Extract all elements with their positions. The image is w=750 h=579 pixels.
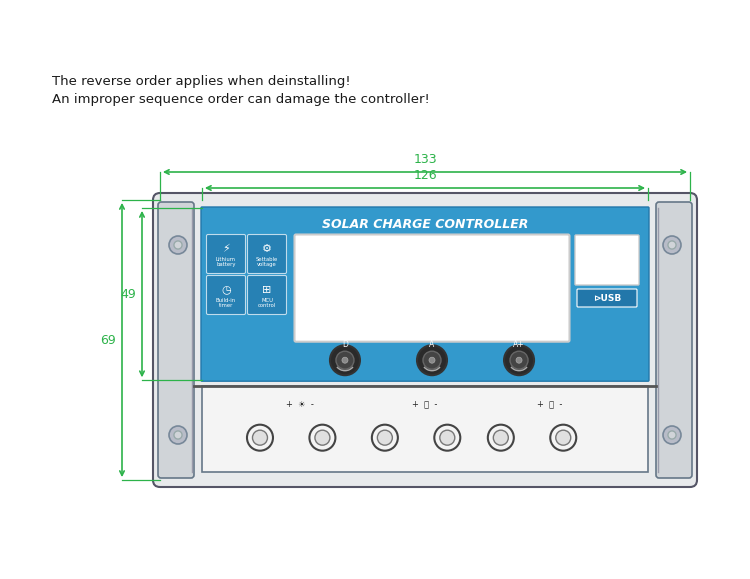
Text: A: A (429, 340, 435, 349)
Text: ⚡: ⚡ (222, 244, 230, 254)
Circle shape (247, 424, 273, 450)
Text: ⚙: ⚙ (262, 244, 272, 254)
Text: ⊳USB: ⊳USB (592, 294, 621, 302)
Circle shape (550, 424, 576, 450)
Circle shape (556, 430, 571, 445)
Circle shape (336, 351, 354, 369)
Circle shape (377, 430, 392, 445)
Circle shape (668, 241, 676, 249)
Circle shape (429, 357, 435, 363)
Circle shape (169, 426, 187, 444)
FancyBboxPatch shape (295, 234, 569, 342)
FancyBboxPatch shape (248, 276, 286, 314)
Text: Lithium
battery: Lithium battery (216, 256, 236, 267)
Text: A+: A+ (513, 340, 525, 349)
Circle shape (504, 345, 534, 375)
Circle shape (510, 351, 528, 369)
Text: 49: 49 (120, 288, 136, 301)
Text: MCU
control: MCU control (258, 298, 276, 309)
Circle shape (663, 426, 681, 444)
Circle shape (169, 236, 187, 254)
Circle shape (174, 241, 182, 249)
FancyBboxPatch shape (153, 193, 697, 487)
Text: 126: 126 (413, 169, 436, 182)
Text: +  🔋  -: + 🔋 - (413, 400, 438, 409)
Text: ⊞: ⊞ (262, 285, 272, 295)
Circle shape (315, 430, 330, 445)
Circle shape (310, 424, 335, 450)
Circle shape (663, 236, 681, 254)
Circle shape (342, 357, 348, 363)
FancyBboxPatch shape (206, 276, 245, 314)
Bar (202, 386, 648, 472)
Text: The reverse order applies when deinstalling!: The reverse order applies when deinstall… (52, 75, 350, 88)
Circle shape (372, 424, 398, 450)
FancyBboxPatch shape (577, 289, 637, 307)
Circle shape (440, 430, 454, 445)
Text: ◷: ◷ (221, 285, 231, 295)
FancyBboxPatch shape (575, 235, 639, 285)
Circle shape (417, 345, 447, 375)
Text: Settable
voltage: Settable voltage (256, 256, 278, 267)
FancyBboxPatch shape (248, 234, 286, 273)
FancyBboxPatch shape (158, 202, 194, 478)
Text: 69: 69 (100, 334, 116, 346)
Circle shape (330, 345, 360, 375)
Circle shape (434, 424, 460, 450)
FancyBboxPatch shape (201, 207, 649, 381)
Text: An improper sequence order can damage the controller!: An improper sequence order can damage th… (52, 93, 430, 106)
Circle shape (423, 351, 441, 369)
Text: Build-in
timer: Build-in timer (216, 298, 236, 309)
Circle shape (516, 357, 522, 363)
Circle shape (494, 430, 508, 445)
Circle shape (668, 431, 676, 439)
Text: +  ☀  -: + ☀ - (286, 400, 314, 409)
Circle shape (488, 424, 514, 450)
Text: D: D (342, 340, 348, 349)
Circle shape (253, 430, 268, 445)
FancyBboxPatch shape (656, 202, 692, 478)
Circle shape (174, 431, 182, 439)
Text: +  💡  -: + 💡 - (537, 400, 562, 409)
Text: SOLAR CHARGE CONTROLLER: SOLAR CHARGE CONTROLLER (322, 218, 528, 230)
FancyBboxPatch shape (206, 234, 245, 273)
Text: 133: 133 (413, 153, 436, 166)
